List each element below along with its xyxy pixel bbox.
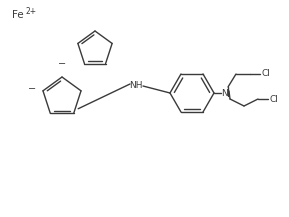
Text: NH: NH: [129, 82, 143, 90]
Text: Cl: Cl: [270, 94, 279, 104]
Text: Fe: Fe: [12, 10, 24, 20]
Text: Cl: Cl: [262, 69, 271, 79]
Text: −: −: [28, 84, 36, 94]
Text: 2+: 2+: [26, 7, 37, 15]
Text: −: −: [58, 59, 66, 69]
Text: N: N: [222, 89, 228, 97]
